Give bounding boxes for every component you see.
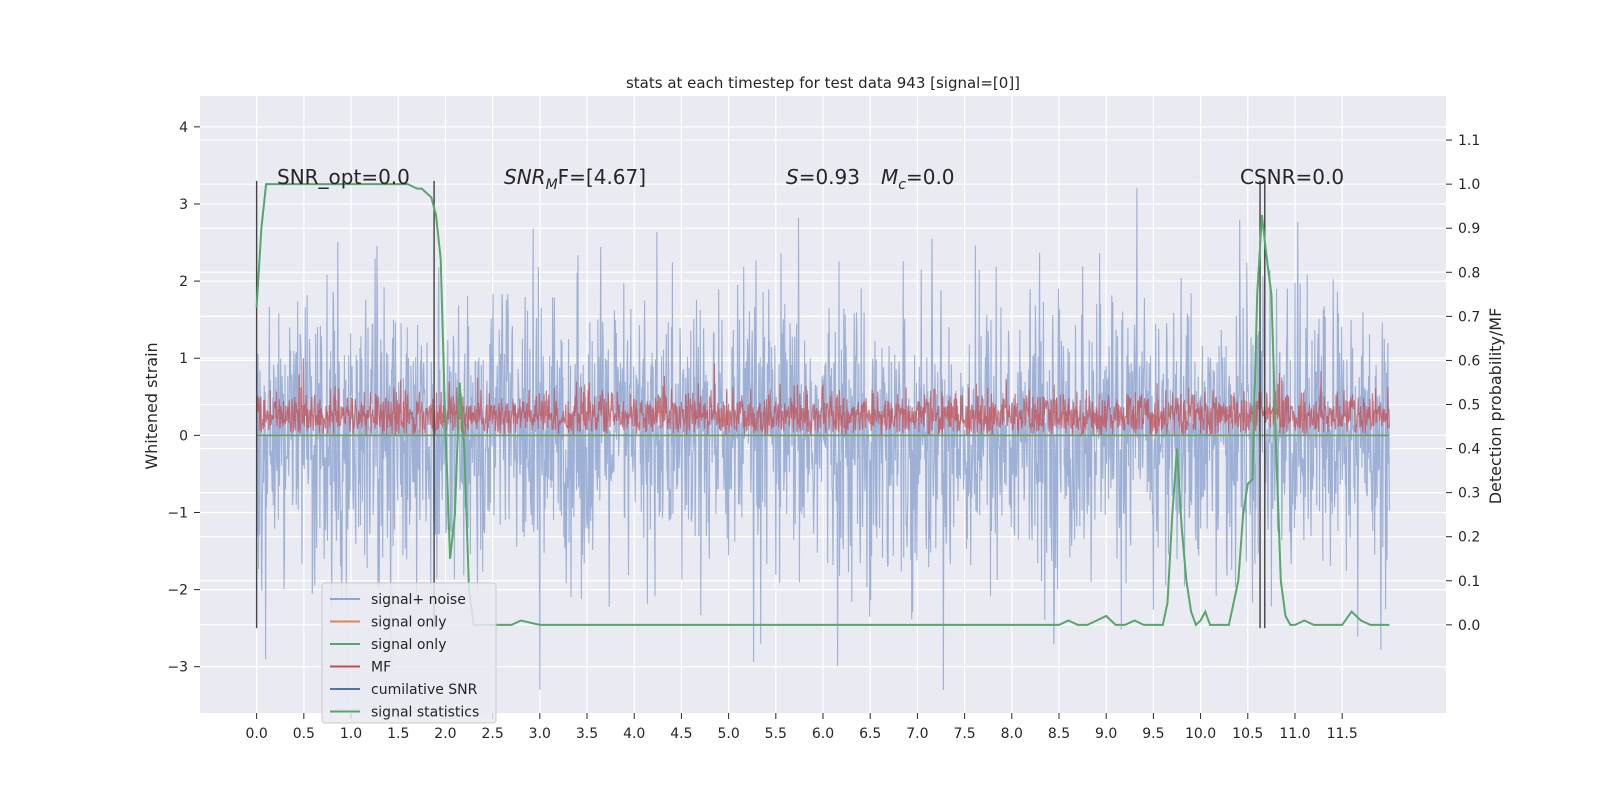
y-tick-label: −2 xyxy=(167,583,188,599)
x-tick-label: 1.5 xyxy=(387,726,409,742)
legend-label: signal+ noise xyxy=(371,592,466,608)
x-tick-label: 5.0 xyxy=(717,726,739,742)
y-right-tick-label: 0.3 xyxy=(1458,486,1480,502)
annotation-mc-sub: c xyxy=(898,177,906,193)
annotation-mc-symbol: M xyxy=(881,165,898,189)
annotation-s: S=0.93 xyxy=(786,165,860,189)
x-tick-label: 8.5 xyxy=(1048,726,1070,742)
y-right-tick-label: 0.2 xyxy=(1458,530,1480,546)
annotation-csnr: CSNR=0.0 xyxy=(1240,165,1344,189)
signal-noise-line xyxy=(256,187,1390,690)
annotation-snr-mf-sub: M xyxy=(546,177,558,193)
y-right-tick-label: 0.7 xyxy=(1458,309,1480,325)
y-right-tick-label: 0.6 xyxy=(1458,353,1480,369)
x-tick-label: 8.0 xyxy=(1001,726,1023,742)
legend-label: cumilative SNR xyxy=(371,682,478,698)
y-right-tick-label: 0.0 xyxy=(1458,618,1480,634)
signal-statistics-series xyxy=(255,183,1390,627)
y-tick-label: −3 xyxy=(167,660,188,676)
annotation-snr-mf-value: F=[4.67] xyxy=(558,165,646,189)
y-tick-label: −1 xyxy=(167,505,188,521)
x-tick-label: 10.5 xyxy=(1232,726,1263,742)
legend-label: MF xyxy=(371,660,391,676)
y-tick-label: 1 xyxy=(179,351,188,367)
x-tick-label: 3.5 xyxy=(576,726,598,742)
y-tick-label: 3 xyxy=(179,197,188,213)
x-tick-label: 11.5 xyxy=(1327,726,1358,742)
y-right-tick-label: 0.8 xyxy=(1458,265,1480,281)
x-tick-label: 10.0 xyxy=(1185,726,1216,742)
x-tick-label: 9.0 xyxy=(1095,726,1117,742)
y-right-tick-label: 1.0 xyxy=(1458,177,1480,193)
x-tick-label: 3.0 xyxy=(529,726,551,742)
x-tick-label: 6.5 xyxy=(859,726,881,742)
x-tick-label: 0.0 xyxy=(246,726,268,742)
legend-label: signal only xyxy=(371,637,446,653)
legend-label: signal only xyxy=(371,615,446,631)
y-tick-label: 0 xyxy=(179,428,188,444)
annotation-mc-value: =0.0 xyxy=(906,165,955,189)
annotations: SNR_opt=0.0 SNRMF=[4.67] S=0.93 Mc=0.0 C… xyxy=(277,165,1344,193)
y-right-tick-label: 0.4 xyxy=(1458,442,1480,458)
chart-title: stats at each timestep for test data 943… xyxy=(626,74,1020,92)
legend-label: signal statistics xyxy=(371,705,479,721)
x-tick-label: 1.0 xyxy=(340,726,362,742)
x-tick-label: 2.5 xyxy=(481,726,503,742)
signal-statistics-line xyxy=(255,183,1390,627)
x-tick-label: 0.5 xyxy=(293,726,315,742)
x-tick-label: 6.0 xyxy=(812,726,834,742)
annotation-s-value: =0.93 xyxy=(799,165,860,189)
legend: signal+ noise signal only signal only MF cum… xyxy=(321,582,497,724)
x-tick-label: 7.0 xyxy=(906,726,928,742)
x-axis-ticks: 0.0 0.5 1.0 1.5 2.0 2.5 3.0 3.5 4.0 4.5 5.0 5.5 6.0 6… xyxy=(246,713,1358,742)
signal-noise-series xyxy=(256,187,1390,690)
y-tick-label: 4 xyxy=(179,120,188,136)
x-tick-label: 4.0 xyxy=(623,726,645,742)
legend-box xyxy=(321,582,497,724)
x-tick-label: 7.5 xyxy=(953,726,975,742)
annotation-snr-mf: SNRMF=[4.67] xyxy=(504,165,646,193)
annotation-snr-opt: SNR_opt=0.0 xyxy=(277,165,410,189)
x-tick-label: 11.0 xyxy=(1279,726,1310,742)
y-axis-right-ticks: 1.1 1.0 0.9 0.8 0.7 0.6 0.5 0.4 0.3 0.2 0.1 0.0 xyxy=(1446,133,1480,634)
y-right-tick-label: 1.1 xyxy=(1458,133,1480,149)
y-right-tick-label: 0.9 xyxy=(1458,221,1480,237)
annotation-s-symbol: S xyxy=(786,165,799,189)
y-axis-label: Whitened strain xyxy=(142,342,161,469)
x-tick-label: 2.0 xyxy=(434,726,456,742)
x-tick-label: 5.5 xyxy=(765,726,787,742)
x-tick-label: 9.5 xyxy=(1142,726,1164,742)
y-right-tick-label: 0.5 xyxy=(1458,398,1480,414)
y-axis-ticks: 4 3 2 1 0 −1 −2 −3 xyxy=(167,120,200,676)
annotation-mc: Mc=0.0 xyxy=(881,165,955,193)
y-axis-right-label: Detection probability/MF xyxy=(1486,308,1505,505)
y-tick-label: 2 xyxy=(179,274,188,290)
x-tick-label: 4.5 xyxy=(670,726,692,742)
y-right-tick-label: 0.1 xyxy=(1458,574,1480,590)
annotation-snr-mf-symbol: SNR xyxy=(504,165,546,189)
plot-area xyxy=(255,180,1390,690)
